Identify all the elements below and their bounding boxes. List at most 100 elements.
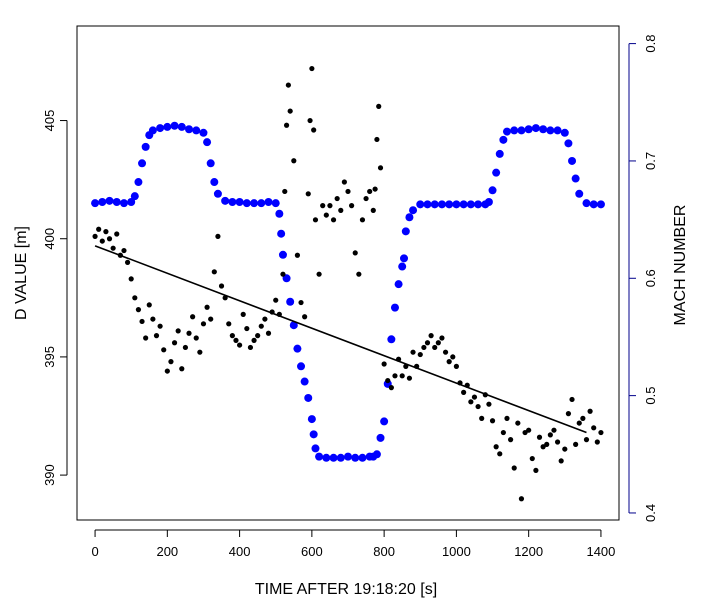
- d-value-point: [204, 304, 210, 310]
- d-value-point: [164, 368, 170, 374]
- mach-point: [372, 450, 381, 459]
- d-value-point: [468, 399, 474, 405]
- d-value-point: [215, 233, 221, 239]
- mach-point: [148, 126, 157, 135]
- mach-point: [264, 198, 273, 207]
- mach-point: [307, 415, 316, 424]
- mach-point: [499, 135, 508, 144]
- mach-point: [138, 159, 147, 168]
- d-value-point: [338, 207, 344, 213]
- d-value-point: [200, 321, 207, 327]
- mach-number-series: [91, 121, 605, 462]
- mach-point: [416, 200, 425, 209]
- d-value-point: [475, 403, 481, 410]
- mach-point: [466, 200, 475, 209]
- mach-point: [400, 254, 409, 263]
- mach-point: [358, 453, 367, 462]
- d-value-point: [251, 337, 257, 343]
- d-value-point: [471, 394, 478, 400]
- d-value-point: [547, 432, 553, 438]
- d-value-point: [544, 441, 550, 447]
- d-value-point: [143, 335, 149, 341]
- y-left-tick-label: 400: [42, 228, 57, 250]
- d-value-point: [356, 271, 362, 277]
- d-value-point: [197, 349, 203, 355]
- y-axis-left: 390 395 400 405: [42, 110, 68, 486]
- mach-point: [437, 200, 446, 209]
- d-value-point: [244, 325, 250, 332]
- d-value-point: [376, 103, 382, 109]
- mach-point: [203, 138, 212, 147]
- x-tick-label: 800: [373, 544, 395, 559]
- d-value-point: [280, 271, 286, 277]
- mach-point: [531, 124, 540, 133]
- d-value-point: [323, 212, 329, 218]
- d-value-point: [573, 441, 579, 447]
- plot-frame: [76, 25, 620, 521]
- d-value-point: [359, 217, 366, 223]
- d-value-point: [504, 415, 510, 421]
- d-value-point: [435, 340, 441, 346]
- d-value-point: [558, 458, 564, 464]
- d-value-point: [551, 427, 557, 433]
- d-value-point: [258, 323, 264, 329]
- d-value-point: [282, 188, 288, 195]
- mach-point: [242, 199, 251, 208]
- mach-point: [351, 453, 360, 462]
- d-value-point: [161, 347, 167, 353]
- d-value-point: [157, 323, 163, 329]
- mach-point: [322, 453, 331, 462]
- d-value-point: [211, 269, 217, 275]
- mach-point: [277, 229, 286, 238]
- mach-point: [510, 126, 519, 135]
- mach-point: [98, 198, 107, 207]
- d-value-point: [392, 373, 398, 379]
- d-value-point: [193, 335, 199, 341]
- d-value-point: [171, 340, 178, 346]
- d-value-point: [312, 217, 319, 223]
- mach-point: [430, 200, 439, 209]
- mach-point: [539, 125, 548, 134]
- d-value-point: [302, 314, 308, 320]
- y-left-tick-label: 390: [42, 464, 57, 486]
- d-value-point: [305, 191, 311, 197]
- d-value-point: [352, 250, 358, 256]
- mach-point: [394, 280, 403, 289]
- mach-point: [127, 198, 136, 207]
- mach-point: [582, 199, 591, 208]
- d-value-point: [381, 361, 387, 367]
- d-value-point: [168, 359, 174, 365]
- mach-point: [185, 125, 194, 134]
- mach-point: [329, 453, 338, 462]
- d-value-point: [598, 429, 604, 436]
- d-value-point: [179, 366, 185, 372]
- d-value-point: [175, 328, 181, 334]
- d-value-point: [493, 444, 499, 450]
- mach-point: [177, 122, 186, 131]
- mach-point: [502, 127, 511, 136]
- d-value-point: [128, 276, 134, 282]
- d-value-point: [186, 330, 192, 336]
- d-value-point: [410, 349, 416, 355]
- d-value-point: [388, 385, 394, 391]
- d-value-point: [92, 233, 98, 239]
- mach-point: [484, 198, 493, 207]
- d-value-point: [103, 229, 109, 235]
- mach-point: [387, 335, 396, 344]
- d-value-point: [374, 136, 380, 143]
- d-value-point: [565, 411, 572, 417]
- mach-point: [130, 192, 139, 201]
- mach-point: [315, 452, 324, 461]
- d-value-point: [529, 455, 535, 462]
- d-value-point: [406, 375, 413, 381]
- d-value-point: [554, 439, 561, 445]
- mach-point: [170, 121, 179, 130]
- mach-point: [575, 189, 584, 198]
- mach-point: [405, 213, 414, 222]
- d-value-point: [285, 82, 291, 88]
- d-value-point: [372, 186, 378, 192]
- d-value-point: [428, 333, 434, 339]
- mach-point: [278, 250, 287, 259]
- y-axis-right: 0.4 0.5 0.6 0.7 0.8: [628, 35, 658, 522]
